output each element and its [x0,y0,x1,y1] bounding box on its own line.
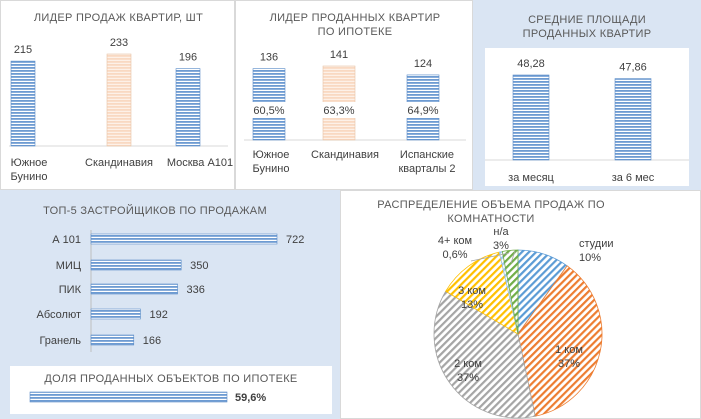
area-value-label: 48,28 [517,58,545,70]
rooms-slice-label: н/а 3% [493,226,509,252]
rooms-slice-label: студии 10% [579,238,614,264]
top5-value-label: 192 [149,309,167,321]
leader-bar [106,53,132,147]
area-bar [512,74,550,161]
area-category-label: за месяц [508,172,554,184]
mortgage-value-label: 141 [330,49,348,61]
area-category-label: за 6 мес [612,172,655,184]
share-bar [29,391,228,403]
mortgage-value-label: 136 [260,52,278,64]
mortgage-share-label-box [405,102,441,118]
mortgage-share-label: 60,5% [253,105,284,117]
top5-chart-panel: ТОП-5 ЗАСТРОЙЩИКОВ ПО ПРОДАЖАМ 722 А 101 3… [0,190,340,419]
rooms-slice-label: 1 ком 37% [555,344,583,370]
mortgage-category-label: Испанские кварталы 2 [398,149,455,175]
top5-bar [90,259,182,271]
top5-category-label: Абсолют [37,309,81,321]
top5-bar [90,334,135,346]
share-chart-title: ДОЛЯ ПРОДАННЫХ ОБЪЕКТОВ ПО ИПОТЕКЕ [44,373,298,385]
mortgage-value-label: 124 [414,58,432,70]
leader-category-label: Скандинавия [85,157,153,169]
mortgage-share-label-box [321,102,357,118]
top5-value-label: 350 [190,260,208,272]
area-chart-panel: СРЕДНИЕ ПЛОЩАДИ ПРОДАННЫХ КВАРТИР 48,28 з… [473,0,701,190]
leader-chart-panel: ЛИДЕР ПРОДАЖ КВАРТИР, ШТ 215 233 196 Южное Б… [0,0,235,190]
mortgage-category-label: Скандинавия [311,149,379,161]
area-chart-svg: 48,28 за месяц 47,86 за 6 мес [485,58,689,184]
leader-chart-title: ЛИДЕР ПРОДАЖ КВАРТИР, ШТ [33,12,204,24]
leader-category-label: Южное Бунино [11,157,48,183]
rooms-slice-label: 4+ ком 0,6% [438,235,472,261]
top5-chart-svg: 722 А 101 350 МИЦ 336 ПИК 192 Абсолют 166 Гранель [37,230,304,352]
top5-value-label: 166 [143,335,161,347]
leader-value-label: 196 [179,52,197,64]
mortgage-category-label: Южное Бунино [253,149,290,175]
rooms-chart-svg: студии 10% 1 ком 37% 2 ком 37% 3 ком 13% 4+ ком 0… [433,226,614,419]
leader-value-label: 233 [110,37,128,49]
share-chart-svg: 59,6% [29,391,266,404]
rooms-chart-panel: РАСПРЕДЕЛЕНИЕ ОБЪЕМА ПРОДАЖ ПО КОМНАТНОС… [340,190,701,419]
leader-bar [175,68,201,147]
rooms-pie-slice [517,265,603,417]
top5-value-label: 336 [187,284,205,296]
mortgage-share-label: 64,9% [407,105,438,117]
rooms-slice-label: 3 ком 13% [458,285,486,311]
rooms-pie-slice [445,251,519,335]
mortgage-share-label: 63,3% [323,105,354,117]
top5-category-label: МИЦ [56,260,81,272]
top5-chart-title: ТОП-5 ЗАСТРОЙЩИКОВ ПО ПРОДАЖАМ [43,205,267,217]
leader-value-label: 215 [14,44,32,56]
rooms-slice-label: 2 ком 37% [454,358,482,384]
share-value-label: 59,6% [235,392,266,404]
top5-value-label: 722 [286,234,304,246]
top5-category-label: ПИК [59,284,82,296]
rooms-pie-slice [501,249,519,335]
mortgage-chart-svg: 136 60,5% 141 63,3% 124 64,9% Южное Бунино Сканд… [244,49,466,175]
rooms-pie-slice [433,290,536,419]
mortgage-chart-title: ЛИДЕР ПРОДАННЫХ КВАРТИР ПО ИПОТЕКЕ [269,12,441,38]
leader-category-label: Москва А101 [167,157,233,169]
area-bar [614,78,652,161]
mortgage-share-label-box [251,102,287,118]
mortgage-chart-panel: ЛИДЕР ПРОДАННЫХ КВАРТИР ПО ИПОТЕКЕ 136 60… [235,0,473,190]
rooms-chart-title: РАСПРЕДЕЛЕНИЕ ОБЪЕМА ПРОДАЖ ПО КОМНАТНОС… [377,199,605,225]
top5-bar [90,233,278,245]
share-chart-plot [10,366,332,414]
leader-bar [10,60,36,147]
top5-bar [90,283,178,295]
top5-category-label: Гранель [39,335,81,347]
top5-category-label: А 101 [52,234,81,246]
leader-chart-svg: 215 233 196 Южное Бунино Скандинавия Москва А1… [9,37,233,183]
area-value-label: 47,86 [619,62,647,74]
rooms-leader-line [510,250,516,264]
rooms-leader-line [470,252,510,262]
area-chart-title: СРЕДНИЕ ПЛОЩАДИ ПРОДАННЫХ КВАРТИР [522,14,652,40]
top5-bar [90,308,141,320]
